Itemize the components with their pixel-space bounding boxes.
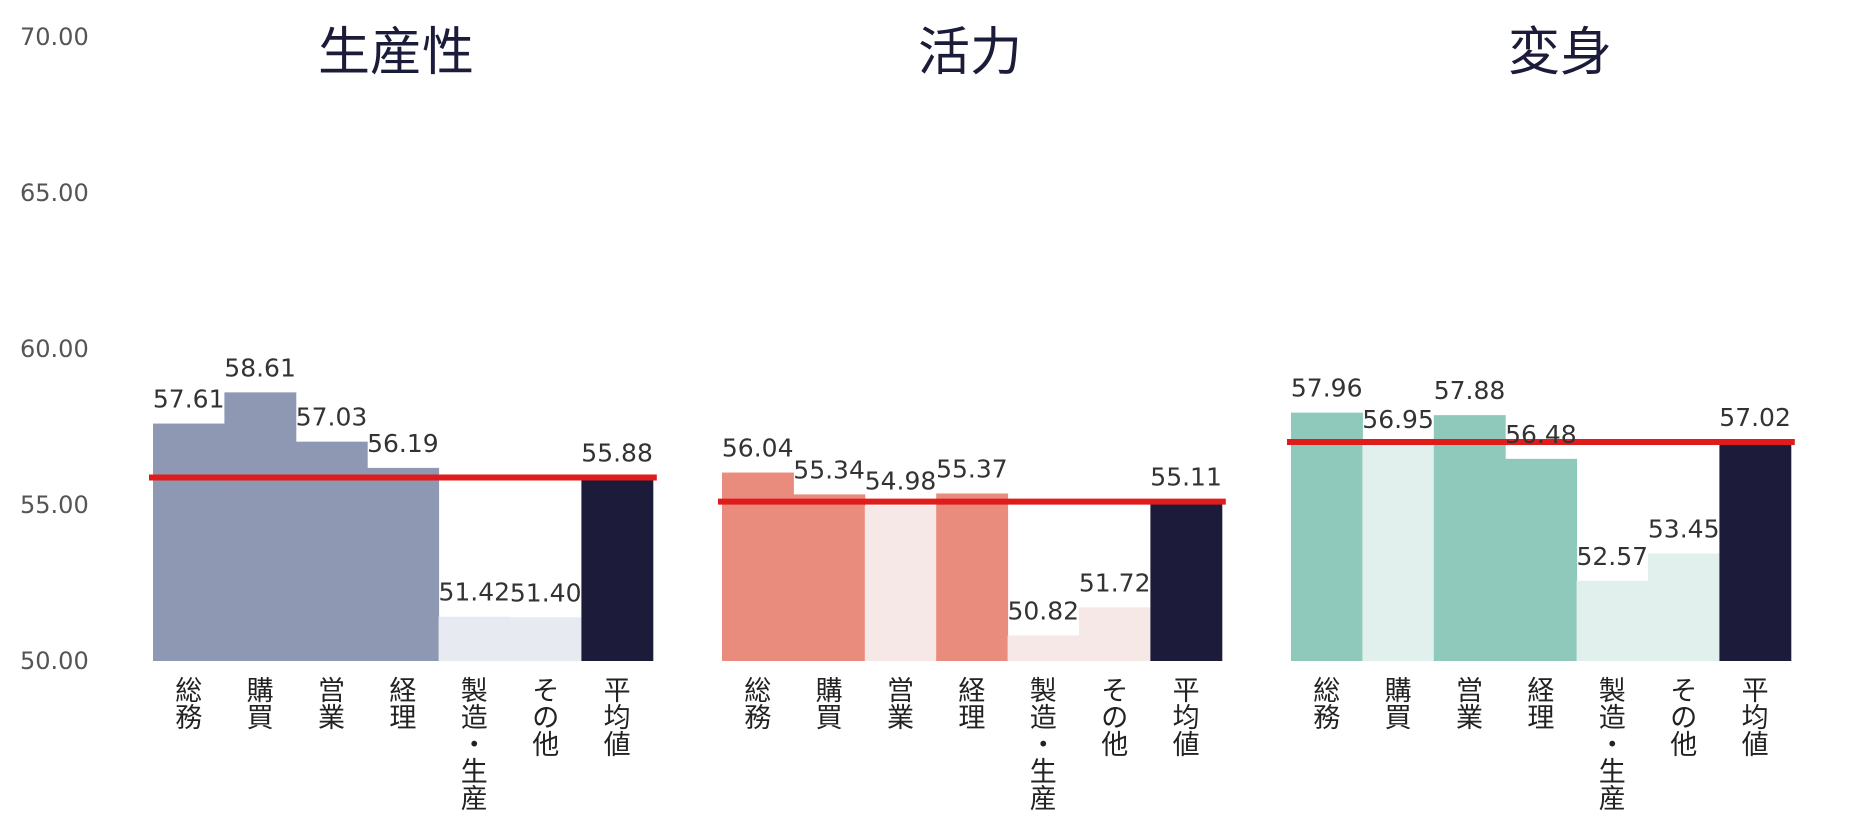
category-label: 営業 — [318, 676, 345, 734]
category-label: 購買 — [247, 676, 274, 734]
value-label: 57.03 — [296, 403, 368, 432]
value-label: 57.88 — [1434, 376, 1506, 405]
panel-title: 生産性 — [318, 23, 474, 83]
category-label: その他 — [1670, 676, 1697, 761]
category-label: 経理 — [958, 676, 985, 734]
category-label: 平均値 — [1173, 676, 1200, 761]
value-label: 57.61 — [153, 385, 225, 414]
y-axis: 70.00 65.00 60.00 55.00 50.00 — [20, 23, 89, 675]
value-label: 55.88 — [581, 439, 653, 468]
bar — [224, 392, 297, 661]
category-label: その他 — [1101, 676, 1128, 761]
value-label: 51.42 — [439, 578, 511, 607]
value-label: 55.37 — [936, 454, 1008, 483]
y-tick-label: 70.00 — [20, 23, 89, 51]
bar — [1433, 415, 1506, 661]
category-label: 購買 — [1385, 676, 1412, 734]
category-label: 経理 — [389, 676, 416, 734]
category-label: 営業 — [1456, 676, 1483, 734]
value-label: 57.96 — [1291, 374, 1363, 403]
bar — [1150, 501, 1223, 661]
value-label: 56.04 — [722, 434, 794, 463]
bar — [1007, 635, 1080, 661]
category-label: 総務 — [175, 676, 202, 734]
bar — [438, 616, 511, 661]
category-label: 購買 — [816, 676, 843, 734]
value-label: 51.40 — [510, 578, 582, 607]
y-tick-label: 55.00 — [20, 491, 89, 519]
category-label: 製造・生産 — [1030, 676, 1057, 815]
bar — [1362, 444, 1435, 661]
category-label: 総務 — [744, 676, 771, 734]
value-label: 54.98 — [865, 467, 937, 496]
value-label: 52.57 — [1577, 542, 1649, 571]
value-label: 57.02 — [1719, 403, 1791, 432]
bar — [793, 494, 866, 661]
bar — [581, 477, 654, 661]
value-label: 55.11 — [1150, 463, 1222, 492]
value-label: 55.34 — [793, 455, 865, 484]
bar — [510, 617, 582, 661]
value-label: 56.95 — [1362, 405, 1434, 434]
category-label: 総務 — [1313, 676, 1340, 734]
value-label: 56.19 — [367, 429, 439, 458]
bar — [1291, 412, 1363, 661]
value-label: 50.82 — [1008, 596, 1080, 625]
y-tick-label: 60.00 — [20, 335, 89, 363]
category-label: 平均値 — [1742, 676, 1769, 761]
bar — [1576, 580, 1649, 661]
value-label: 51.72 — [1079, 568, 1151, 597]
panel-title: 変身 — [1508, 23, 1612, 83]
category-label: 製造・生産 — [1599, 676, 1626, 815]
bar — [1505, 458, 1578, 661]
bar — [367, 467, 440, 661]
category-label: 平均値 — [604, 676, 631, 761]
bar — [936, 493, 1009, 661]
bar — [1648, 553, 1720, 661]
category-label: その他 — [532, 676, 559, 761]
bar — [1079, 607, 1151, 661]
bar — [864, 505, 937, 661]
y-tick-label: 65.00 — [20, 179, 89, 207]
value-label: 56.48 — [1505, 420, 1577, 449]
category-label: 営業 — [887, 676, 914, 734]
value-label: 53.45 — [1648, 514, 1720, 543]
bar — [1719, 441, 1792, 661]
panel-title: 活力 — [918, 23, 1022, 83]
category-label: 製造・生産 — [461, 676, 488, 815]
category-label: 経理 — [1527, 676, 1554, 734]
value-label: 58.61 — [224, 353, 296, 382]
bar — [153, 423, 225, 661]
y-tick-label: 50.00 — [20, 647, 89, 675]
